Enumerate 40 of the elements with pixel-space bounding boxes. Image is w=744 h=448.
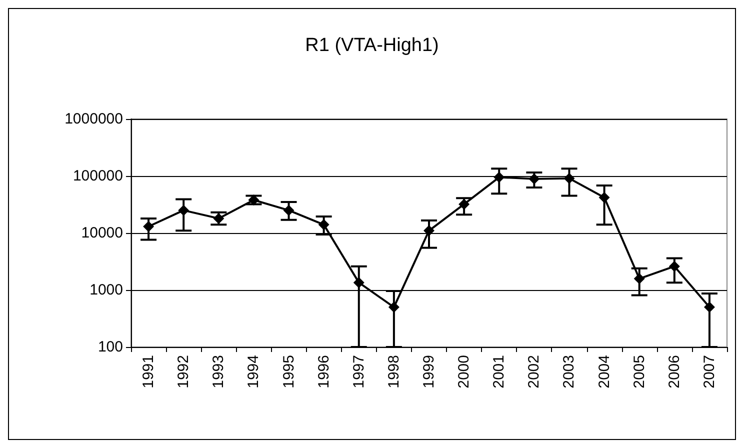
- x-tick-label: 1997: [350, 355, 368, 388]
- point: [283, 204, 294, 216]
- point: [388, 302, 400, 313]
- x-tick-label: 1991: [140, 355, 158, 388]
- x-tick-label: 2000: [456, 355, 473, 388]
- x-tick-label: 1999: [420, 355, 438, 388]
- x-tick-label: 1995: [280, 355, 298, 388]
- point: [528, 173, 540, 184]
- x-tick-label: 1998: [385, 355, 402, 388]
- point: [143, 221, 154, 232]
- point: [704, 302, 715, 313]
- point: [458, 198, 470, 210]
- x-tick-label: 2005: [630, 355, 648, 388]
- x-tick-label: 1993: [210, 355, 228, 388]
- x-tick-label: 1996: [315, 355, 332, 388]
- point: [634, 273, 645, 284]
- point: [598, 192, 610, 203]
- y-tick-label: 1000000: [64, 110, 123, 128]
- x-tick-label: 2002: [526, 355, 543, 388]
- chart-title: R1 (VTA-High1): [305, 35, 439, 56]
- point: [248, 194, 260, 206]
- y-tick-label: 10000: [81, 224, 123, 242]
- x-tick-label: 2004: [596, 355, 613, 388]
- x-tick-label: 1994: [245, 355, 262, 388]
- x-tick-label: 2007: [700, 355, 718, 388]
- y-tick-label: 100: [98, 338, 123, 356]
- x-tick-label: 2003: [560, 355, 578, 388]
- point: [213, 212, 224, 224]
- x-tick-label: 1992: [175, 355, 192, 388]
- point: [178, 204, 190, 216]
- x-tick-label: 2006: [666, 355, 683, 388]
- y-tick-label: 1000: [90, 282, 123, 298]
- point: [424, 225, 434, 236]
- y-tick-label: 100000: [72, 168, 123, 184]
- point: [494, 172, 505, 183]
- x-tick-label: 2001: [490, 355, 508, 388]
- point: [353, 277, 364, 288]
- point: [564, 172, 575, 184]
- point: [668, 260, 680, 272]
- point: [318, 219, 330, 230]
